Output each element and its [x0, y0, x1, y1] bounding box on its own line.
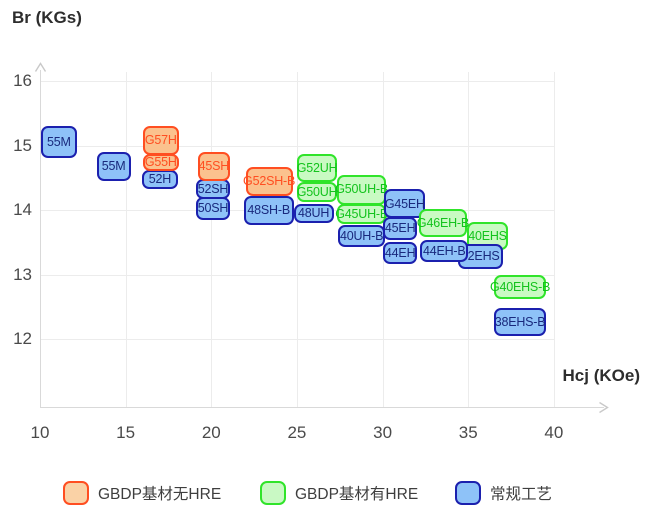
- grade-box-55m: 55M: [96, 151, 131, 181]
- grade-box-g45uh-b: G45UH-B: [335, 203, 388, 225]
- y-tick-label: 16: [13, 71, 32, 90]
- x-tick-label: 10: [30, 423, 50, 442]
- legend: GBDP基材无HRE GBDP基材有HRE 常规工艺: [0, 479, 645, 509]
- grade-box-52sh: 52SH: [195, 179, 231, 200]
- legend-label-gbdp-no-hre: GBDP基材无HRE: [98, 486, 222, 503]
- legend-swatch-blue-icon: [455, 481, 481, 505]
- x-tick-label: 35: [458, 423, 478, 442]
- y-axis: [40, 70, 41, 408]
- legend-label-conventional: 常规工艺: [490, 486, 553, 503]
- legend-swatch-orange-icon: [63, 481, 89, 505]
- grade-box-g55h: G55H: [142, 153, 179, 172]
- x-tick-label: 20: [201, 423, 221, 442]
- grade-box-g46eh-b: G46EH-B: [417, 208, 469, 238]
- grade-box-44eh: 44EH: [383, 241, 417, 265]
- x-tick-label: 15: [116, 423, 136, 442]
- grade-box-55m: 55M: [40, 126, 77, 158]
- x-axis-title: Hcj (KOe): [562, 366, 640, 385]
- grade-box-g40ehs-b: G40EHS-B: [490, 275, 550, 299]
- grade-box-45eh: 45EH: [383, 217, 417, 241]
- grade-box-g52sh-b: G52SH-B: [243, 166, 295, 196]
- grade-box-g57h: G57H: [142, 126, 179, 156]
- grade-box-48sh-b: 48SH-B: [243, 195, 294, 226]
- v-gridline: [211, 72, 213, 407]
- y-axis-title: Br (KGs): [12, 8, 82, 27]
- grade-box-45sh: 45SH: [197, 151, 231, 181]
- y-tick-label: 14: [13, 200, 32, 219]
- x-tick-label: 30: [373, 423, 393, 442]
- v-gridline: [553, 72, 555, 407]
- v-gridline: [125, 72, 127, 407]
- grade-box-48uh: 48UH: [293, 203, 334, 223]
- x-axis: [40, 407, 604, 408]
- x-axis-arrow-icon: [598, 401, 609, 414]
- y-axis-arrow-icon: [34, 60, 47, 72]
- x-tick-label: 40: [544, 423, 564, 442]
- grade-box-38ehs-b: 38EHS-B: [493, 308, 547, 336]
- grade-box-g50uh: G50UH: [297, 182, 338, 203]
- legend-label-gbdp-hre: GBDP基材有HRE: [295, 486, 419, 503]
- grade-box-52h: 52H: [141, 170, 178, 190]
- grade-box-g52uh: G52UH: [297, 153, 338, 183]
- legend-item-gbdp-hre[interactable]: GBDP基材有HRE: [260, 479, 418, 507]
- x-tick-label: 25: [287, 423, 307, 442]
- grade-box-44eh-b: 44EH-B: [420, 240, 469, 263]
- grade-box-50sh: 50SH: [195, 197, 231, 220]
- y-tick-label: 12: [13, 329, 32, 348]
- legend-item-conventional[interactable]: 常规工艺: [455, 479, 552, 507]
- grade-box-g50uh-b: G50UH-B: [335, 174, 388, 205]
- grade-box-40uh-b: 40UH-B: [338, 224, 386, 248]
- v-gridline: [296, 72, 298, 407]
- legend-swatch-green-icon: [260, 481, 286, 505]
- legend-item-gbdp-no-hre[interactable]: GBDP基材无HRE: [63, 479, 221, 507]
- y-tick-label: 13: [13, 264, 32, 284]
- y-tick-label: 15: [13, 135, 32, 155]
